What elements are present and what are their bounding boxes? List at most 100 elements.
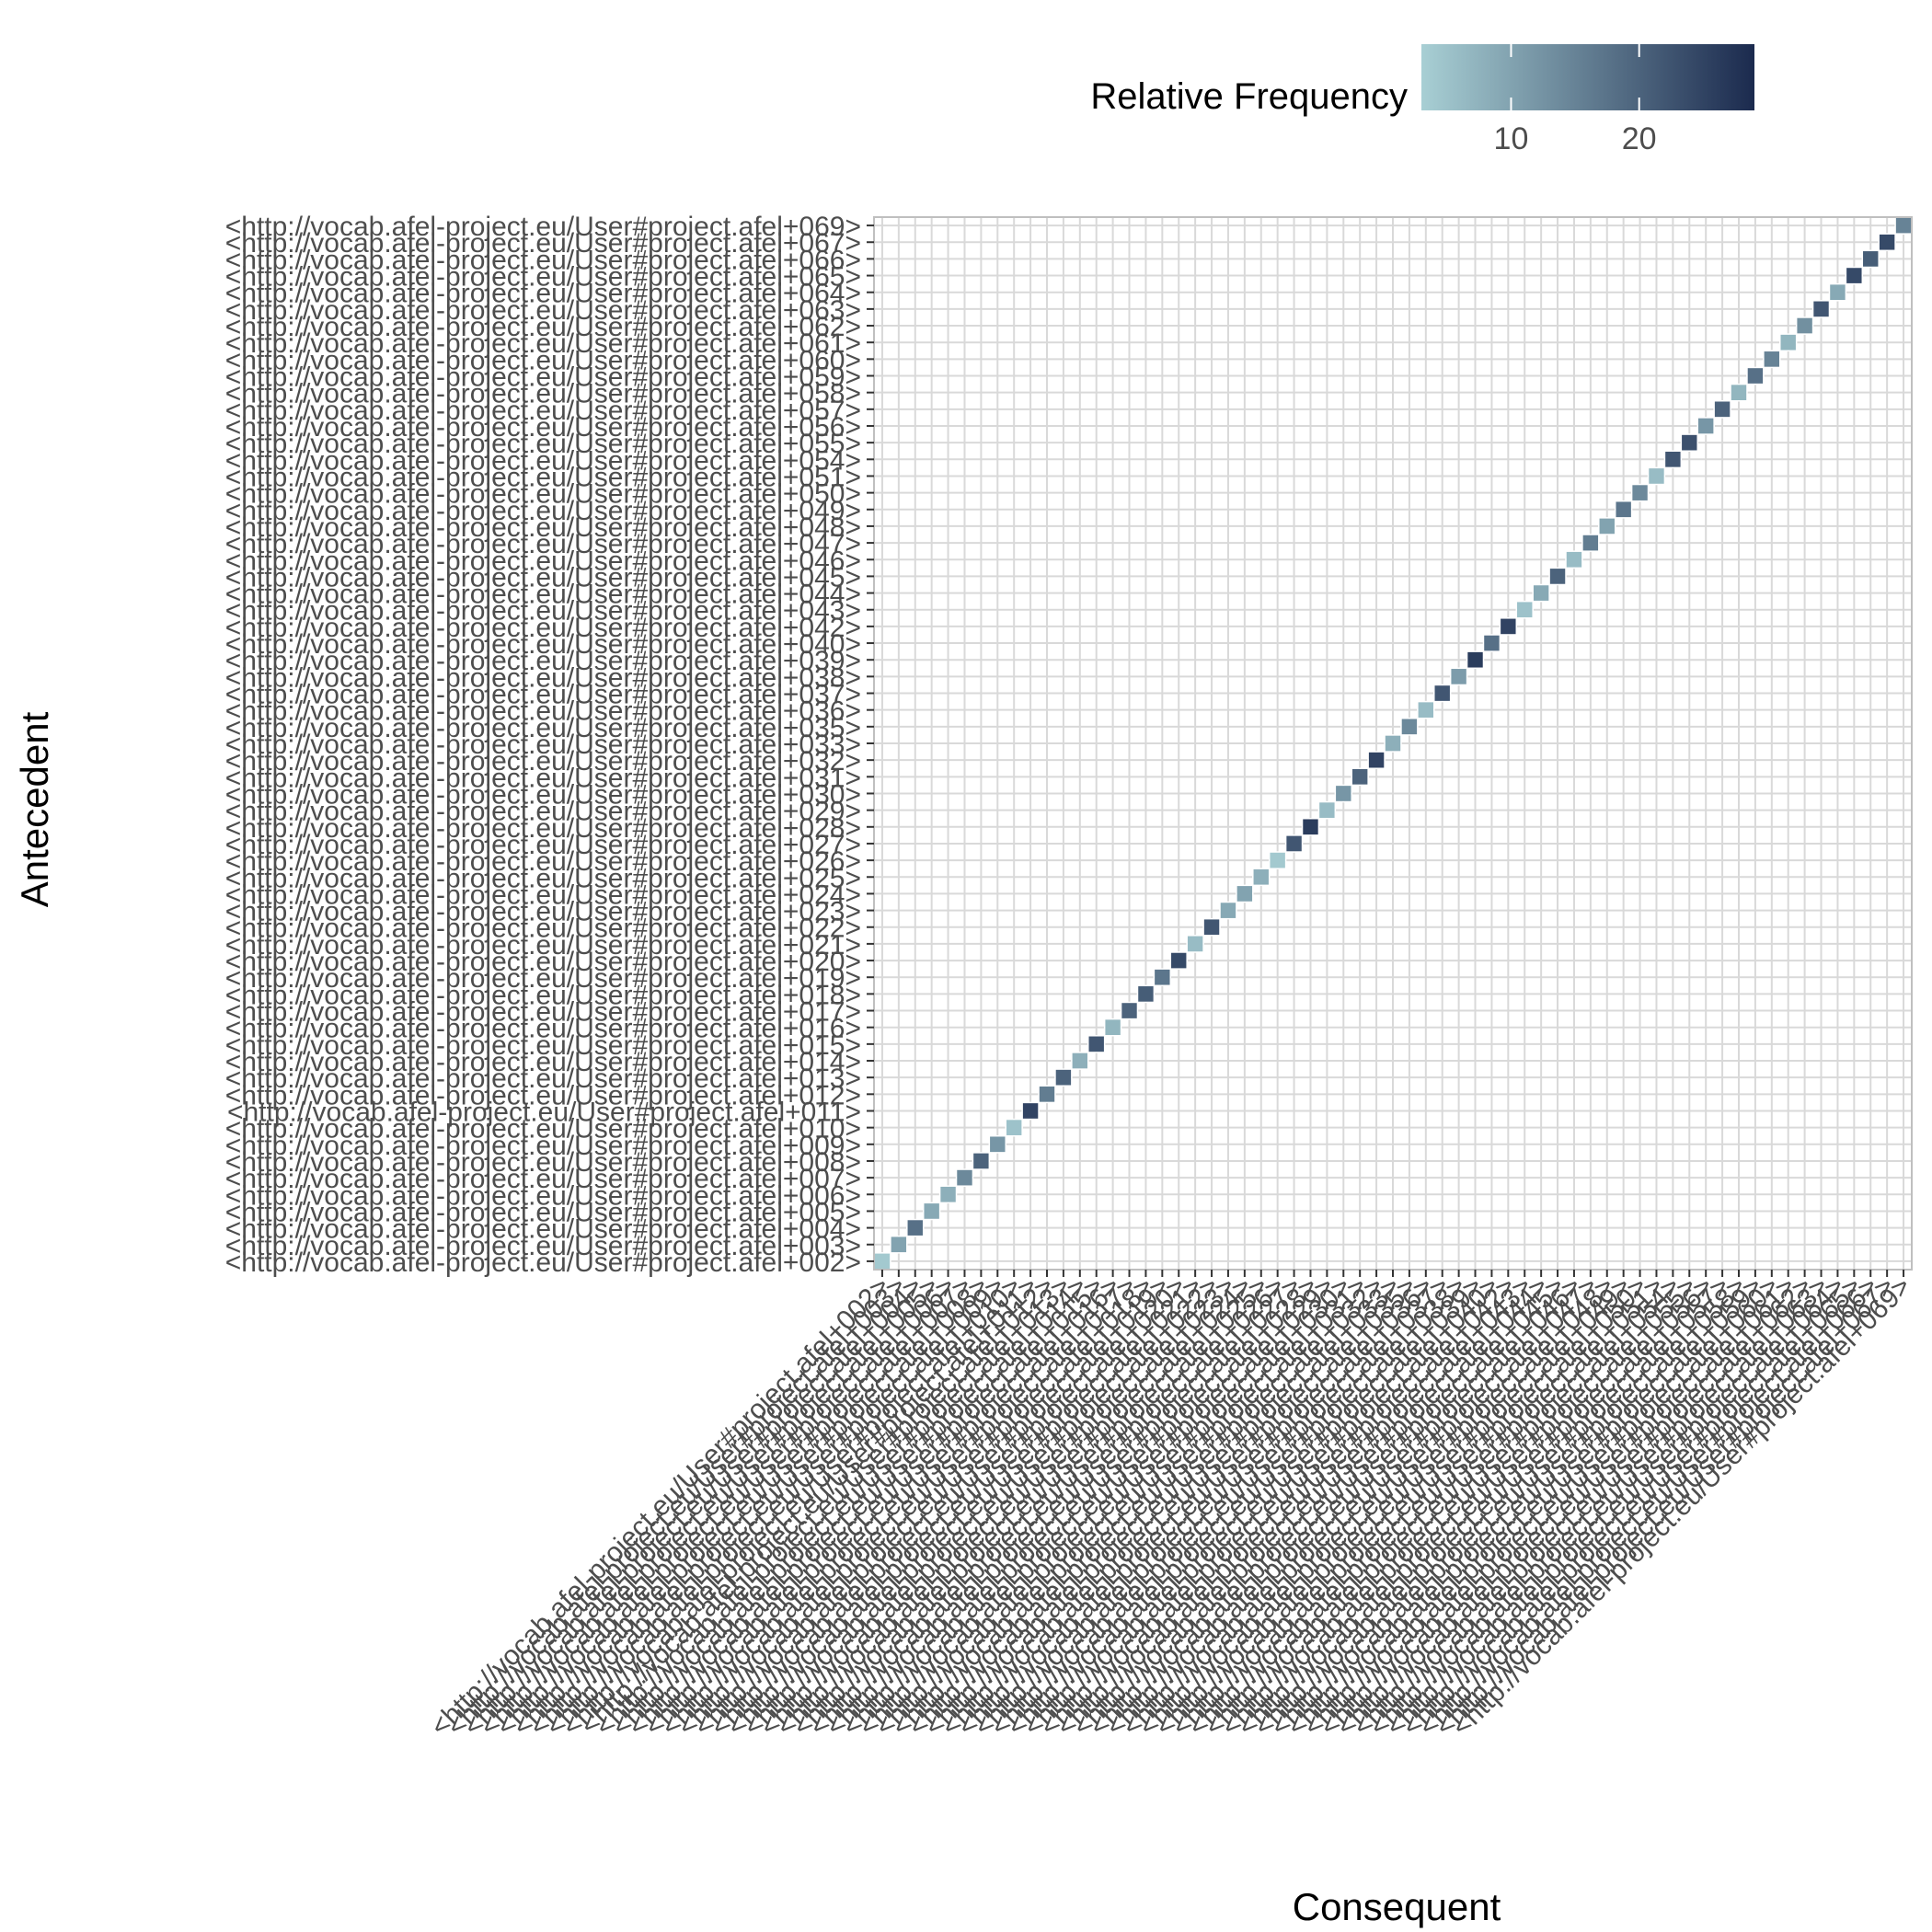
heatmap-cell bbox=[1680, 433, 1698, 452]
y-tick-label: <http://vocab.afel-project.eu/User#proje… bbox=[225, 863, 861, 893]
heatmap-cell bbox=[1334, 784, 1352, 803]
heatmap-cell bbox=[1417, 700, 1435, 719]
heatmap-cell bbox=[1317, 800, 1337, 820]
legend-title: Relative Frequency bbox=[1090, 76, 1408, 117]
heatmap-cell bbox=[1811, 300, 1831, 318]
y-tick-label: <http://vocab.afel-project.eu/User#proje… bbox=[225, 646, 861, 676]
y-tick-label: <http://vocab.afel-project.eu/User#proje… bbox=[225, 1248, 861, 1278]
heatmap-cell bbox=[1120, 1001, 1139, 1020]
heatmap-cell bbox=[1202, 917, 1221, 937]
heatmap-cell bbox=[1351, 767, 1369, 787]
heatmap-cell bbox=[1186, 935, 1204, 953]
y-tick-label: <http://vocab.afel-project.eu/User#proje… bbox=[225, 1030, 861, 1061]
heatmap-cell bbox=[1169, 951, 1188, 970]
y-axis-title: Antecedent bbox=[13, 711, 56, 907]
heatmap-cell bbox=[1236, 884, 1254, 903]
legend-tick-label: 10 bbox=[1494, 121, 1529, 156]
heatmap-cell bbox=[1647, 466, 1666, 486]
y-tick-label: <http://vocab.afel-project.eu/User#proje… bbox=[225, 897, 861, 927]
y-tick-label: <http://vocab.afel-project.eu/User#proje… bbox=[225, 529, 861, 559]
heatmap-cell bbox=[1499, 617, 1518, 636]
y-tick-label: <http://vocab.afel-project.eu/User#proje… bbox=[225, 1080, 861, 1110]
y-tick-label: <http://vocab.afel-project.eu/User#proje… bbox=[225, 746, 861, 776]
heatmap-cell bbox=[1087, 1035, 1106, 1053]
y-tick-label: <http://vocab.afel-project.eu/User#proje… bbox=[225, 662, 861, 693]
heatmap-cell bbox=[1433, 684, 1452, 703]
y-tick-label: <http://vocab.afel-project.eu/User#proje… bbox=[225, 1214, 861, 1245]
y-tick-label: <http://vocab.afel-project.eu/User#proje… bbox=[225, 1047, 861, 1077]
y-tick-label: <http://vocab.afel-project.eu/User#proje… bbox=[225, 1231, 861, 1261]
y-tick-label: <http://vocab.afel-project.eu/User#proje… bbox=[225, 930, 861, 960]
heatmap-cell bbox=[890, 1235, 908, 1254]
y-tick-label: <http://vocab.afel-project.eu/User#proje… bbox=[225, 396, 861, 426]
y-tick-label: <http://vocab.afel-project.eu/User#proje… bbox=[225, 779, 861, 810]
heatmap-cell bbox=[972, 1152, 991, 1170]
heatmap-cell bbox=[1367, 751, 1386, 769]
gridlines bbox=[874, 217, 1912, 1270]
y-tick-label: <http://vocab.afel-project.eu/User#proje… bbox=[225, 830, 861, 860]
heatmap-cell bbox=[1581, 534, 1600, 552]
heatmap-cells bbox=[873, 216, 1913, 1271]
heatmap-cell bbox=[1763, 350, 1781, 369]
heatmap-cell bbox=[1400, 718, 1419, 736]
y-tick-label: <http://vocab.afel-project.eu/User#proje… bbox=[225, 596, 861, 627]
y-tick-label: <http://vocab.afel-project.eu/User#proje… bbox=[225, 629, 861, 660]
y-tick-label: <http://vocab.afel-project.eu/User#proje… bbox=[225, 512, 861, 543]
y-tick-label: <http://vocab.afel-project.eu/User#proje… bbox=[225, 880, 861, 910]
heatmap-cell bbox=[1005, 1118, 1023, 1137]
heatmap-cell bbox=[1268, 851, 1287, 869]
y-tick-label: <http://vocab.afel-project.eu/User#proje… bbox=[225, 212, 861, 242]
y-tick-label: <http://vocab.afel-project.eu/User#proje… bbox=[225, 295, 861, 326]
heatmap-cell bbox=[906, 1218, 925, 1237]
heatmap-cell bbox=[1845, 266, 1864, 285]
y-tick-label: <http://vocab.afel-project.eu/User#proje… bbox=[225, 462, 861, 492]
y-tick-label: <http://vocab.afel-project.eu/User#proje… bbox=[225, 379, 861, 409]
heatmap-cell bbox=[1614, 500, 1633, 519]
y-tick-label: <http://vocab.afel-project.eu/User#proje… bbox=[225, 345, 861, 375]
y-tick-label: <http://vocab.afel-project.eu/User#proje… bbox=[225, 479, 861, 510]
heatmap-cell bbox=[1301, 817, 1320, 836]
y-tick-label: <http://vocab.afel-project.eu/User#proje… bbox=[225, 914, 861, 944]
y-tick-label: <http://vocab.afel-project.eu/User#proje… bbox=[225, 228, 861, 259]
y-tick-label: <http://vocab.afel-project.eu/User#proje… bbox=[225, 562, 861, 592]
heatmap-cell bbox=[1663, 450, 1683, 469]
heatmap-cell bbox=[1252, 868, 1271, 887]
heatmap-cell bbox=[1054, 1068, 1073, 1087]
y-tick-label: <http://vocab.afel-project.eu/User#proje… bbox=[225, 963, 861, 994]
heatmap-cell bbox=[1021, 1101, 1040, 1121]
y-tick-label: <http://vocab.afel-project.eu/User#proje… bbox=[225, 713, 861, 743]
y-tick-label: <http://vocab.afel-project.eu/User#proje… bbox=[225, 1014, 861, 1044]
y-tick-label: <http://vocab.afel-project.eu/User#proje… bbox=[225, 580, 861, 610]
y-tick-label: <http://vocab.afel-project.eu/User#proje… bbox=[225, 997, 861, 1028]
y-tick-label: <http://vocab.afel-project.eu/User#proje… bbox=[225, 680, 861, 710]
y-tick-label: <http://vocab.afel-project.eu/User#proje… bbox=[225, 262, 861, 293]
y-tick-label: <http://vocab.afel-project.eu/User#proje… bbox=[225, 496, 861, 526]
y-tick-label: <http://vocab.afel-project.eu/User#proje… bbox=[225, 763, 861, 793]
y-tick-label: <http://vocab.afel-project.eu/User#proje… bbox=[225, 797, 861, 827]
heatmap-cell bbox=[955, 1168, 974, 1187]
y-tick-label: <http://vocab.afel-project.eu/User#proje… bbox=[225, 312, 861, 342]
legend: Relative Frequency 10 20 bbox=[1090, 44, 1754, 156]
y-axis-tick-labels: <http://vocab.afel-project.eu/User#proje… bbox=[225, 212, 874, 1278]
y-tick-label: <http://vocab.afel-project.eu/User#proje… bbox=[225, 412, 861, 443]
y-tick-label: <http://vocab.afel-project.eu/User#proje… bbox=[225, 1197, 861, 1227]
y-tick-label: <http://vocab.afel-project.eu/User#proje… bbox=[225, 445, 861, 476]
heatmap-cell bbox=[1730, 383, 1748, 402]
heatmap-cell bbox=[1532, 583, 1550, 603]
heatmap-cell bbox=[1828, 282, 1847, 302]
heatmap-cell bbox=[1515, 600, 1534, 619]
y-tick-label: <http://vocab.afel-project.eu/User#proje… bbox=[225, 1180, 861, 1211]
heatmap-cell bbox=[1548, 567, 1567, 586]
y-tick-label: <http://vocab.afel-project.eu/User#proje… bbox=[227, 1097, 861, 1127]
y-tick-label: <http://vocab.afel-project.eu/User#proje… bbox=[225, 429, 861, 459]
heatmap-cell bbox=[1482, 634, 1501, 652]
heatmap-cell bbox=[1795, 316, 1814, 335]
y-tick-label: <http://vocab.afel-project.eu/User#proje… bbox=[225, 846, 861, 877]
y-tick-label: <http://vocab.afel-project.eu/User#proje… bbox=[225, 546, 861, 576]
y-tick-label: <http://vocab.afel-project.eu/User#proje… bbox=[225, 245, 861, 275]
heatmap-cell bbox=[1861, 249, 1880, 269]
heatmap-cell bbox=[873, 1252, 891, 1271]
heatmap-cell bbox=[1894, 216, 1913, 235]
heatmap-cell bbox=[1565, 550, 1583, 569]
